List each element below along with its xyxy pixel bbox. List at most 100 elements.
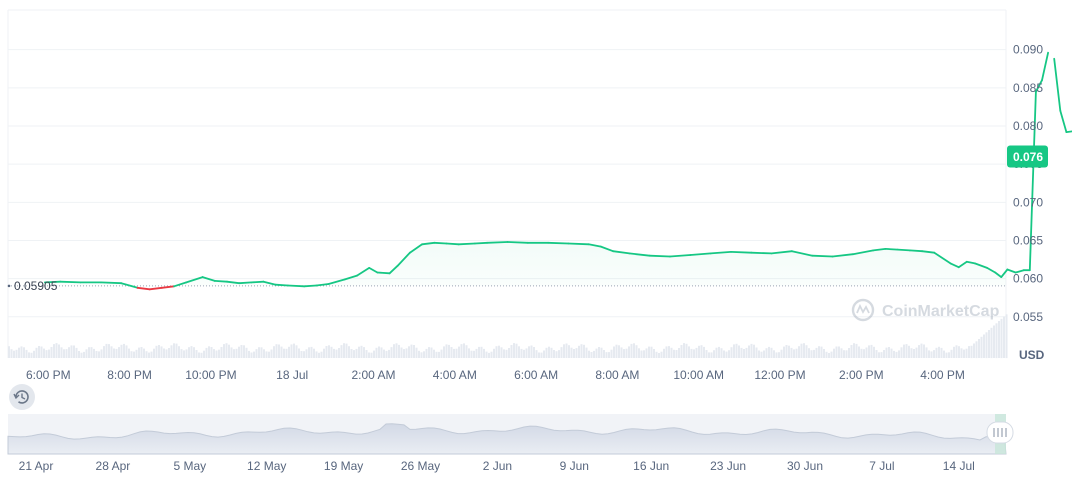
volume-bar — [695, 347, 698, 358]
volume-bar — [550, 347, 553, 358]
volume-bar — [603, 350, 605, 358]
volume-bar — [613, 346, 615, 358]
volume-bar — [50, 347, 53, 358]
volume-bar — [160, 346, 163, 358]
volume-bar — [268, 351, 270, 358]
volume-bar — [388, 349, 390, 358]
volume-bar — [610, 349, 613, 358]
volume-bar — [448, 344, 450, 358]
volume-bar — [540, 352, 543, 358]
volume-bar — [148, 352, 150, 358]
volume-bar — [375, 347, 378, 358]
volume-bar — [475, 348, 478, 358]
volume-bar — [945, 352, 948, 358]
volume-bar — [153, 348, 155, 358]
range-handle-icon[interactable] — [986, 421, 1014, 444]
volume-bar — [833, 348, 835, 358]
price-line-segment — [136, 286, 151, 291]
volume-bar — [410, 344, 413, 358]
volume-bar — [250, 352, 253, 358]
volume-bar — [703, 346, 705, 358]
volume-bar — [70, 345, 73, 358]
volume-bar — [993, 325, 995, 358]
volume-bar — [803, 343, 805, 358]
volume-bar — [810, 350, 813, 358]
price-line-segment — [957, 260, 968, 269]
volume-bar — [235, 348, 238, 358]
volume-bar — [693, 349, 695, 358]
price-line-segment — [315, 283, 330, 287]
volume-bar — [73, 345, 75, 358]
volume-bar — [813, 349, 815, 358]
x-tick-label: 8:00 AM — [595, 368, 639, 382]
history-icon[interactable] — [9, 384, 35, 410]
volume-bar — [110, 346, 113, 358]
price-line-segment — [388, 264, 399, 275]
volume-bar — [958, 346, 960, 358]
volume-bar — [503, 349, 505, 358]
volume-bar — [143, 348, 145, 358]
volume-bar — [873, 346, 875, 358]
volume-bar — [325, 346, 328, 358]
volume-bar — [15, 349, 18, 358]
volume-bar — [830, 351, 833, 358]
volume-bar — [283, 348, 285, 358]
volume-bar — [100, 349, 103, 358]
price-line-segment — [201, 276, 216, 282]
volume-bar — [343, 343, 345, 358]
volume-bar — [383, 349, 385, 358]
price-line-segment — [1000, 268, 1009, 279]
volume-bar — [530, 345, 533, 358]
volume-bar — [660, 351, 663, 358]
volume-bar — [785, 345, 788, 358]
volume-bar — [860, 348, 863, 358]
volume-bar — [953, 346, 955, 358]
volume-bar — [358, 346, 360, 358]
volume-bar — [43, 348, 45, 358]
coinmarketcap-logo-icon: CoinMarketCap — [851, 298, 1000, 322]
volume-bar — [900, 347, 903, 358]
volume-bar — [300, 351, 303, 358]
price-line-segment — [921, 250, 936, 254]
volume-bar — [565, 343, 568, 358]
volume-bar — [930, 351, 933, 358]
current-price-label: 0.076 — [1013, 150, 1043, 164]
price-line-segment — [396, 251, 411, 267]
range-handle-body[interactable] — [986, 421, 1014, 444]
volume-bar — [678, 348, 680, 358]
volume-bar — [240, 345, 243, 358]
price-line-segment — [974, 262, 988, 269]
volume-bar — [185, 349, 188, 358]
price-line-segment — [770, 250, 793, 255]
volume-bar — [538, 352, 540, 358]
price-line-segment — [600, 245, 614, 253]
volume-bar — [700, 345, 703, 358]
volume-bar — [260, 347, 263, 358]
volume-bar — [420, 352, 423, 358]
volume-bar — [590, 352, 593, 358]
volume-bar — [438, 351, 440, 358]
price-line-segment — [852, 249, 875, 256]
price-line-segment — [689, 252, 712, 256]
y-axis: 0.0550.0600.0650.0700.0750.0800.0850.090… — [1013, 43, 1045, 362]
volume-bar — [808, 348, 810, 358]
volume-bar — [8, 346, 10, 358]
volume-bar — [303, 351, 305, 358]
volume-bar — [218, 349, 220, 358]
price-line-segment — [628, 252, 651, 257]
price-lines — [44, 51, 1072, 291]
volume-bar — [668, 346, 670, 358]
volume-bar — [790, 347, 793, 358]
volume-bar — [55, 343, 58, 358]
volume-bar — [738, 345, 740, 358]
volume-bar — [338, 348, 340, 358]
volume-bar — [770, 347, 773, 358]
volume-bar — [98, 351, 100, 358]
range-navigator[interactable]: 21 Apr 28 Apr 5 May 12 May 19 May 26 May 2 Jun… — [7, 414, 1014, 473]
volume-bar — [570, 347, 573, 358]
current-price-tag — [1007, 145, 1048, 168]
volume-bar — [400, 347, 403, 358]
volume-bar — [735, 343, 738, 358]
volume-bar — [105, 343, 108, 358]
volume-bar — [40, 346, 43, 358]
